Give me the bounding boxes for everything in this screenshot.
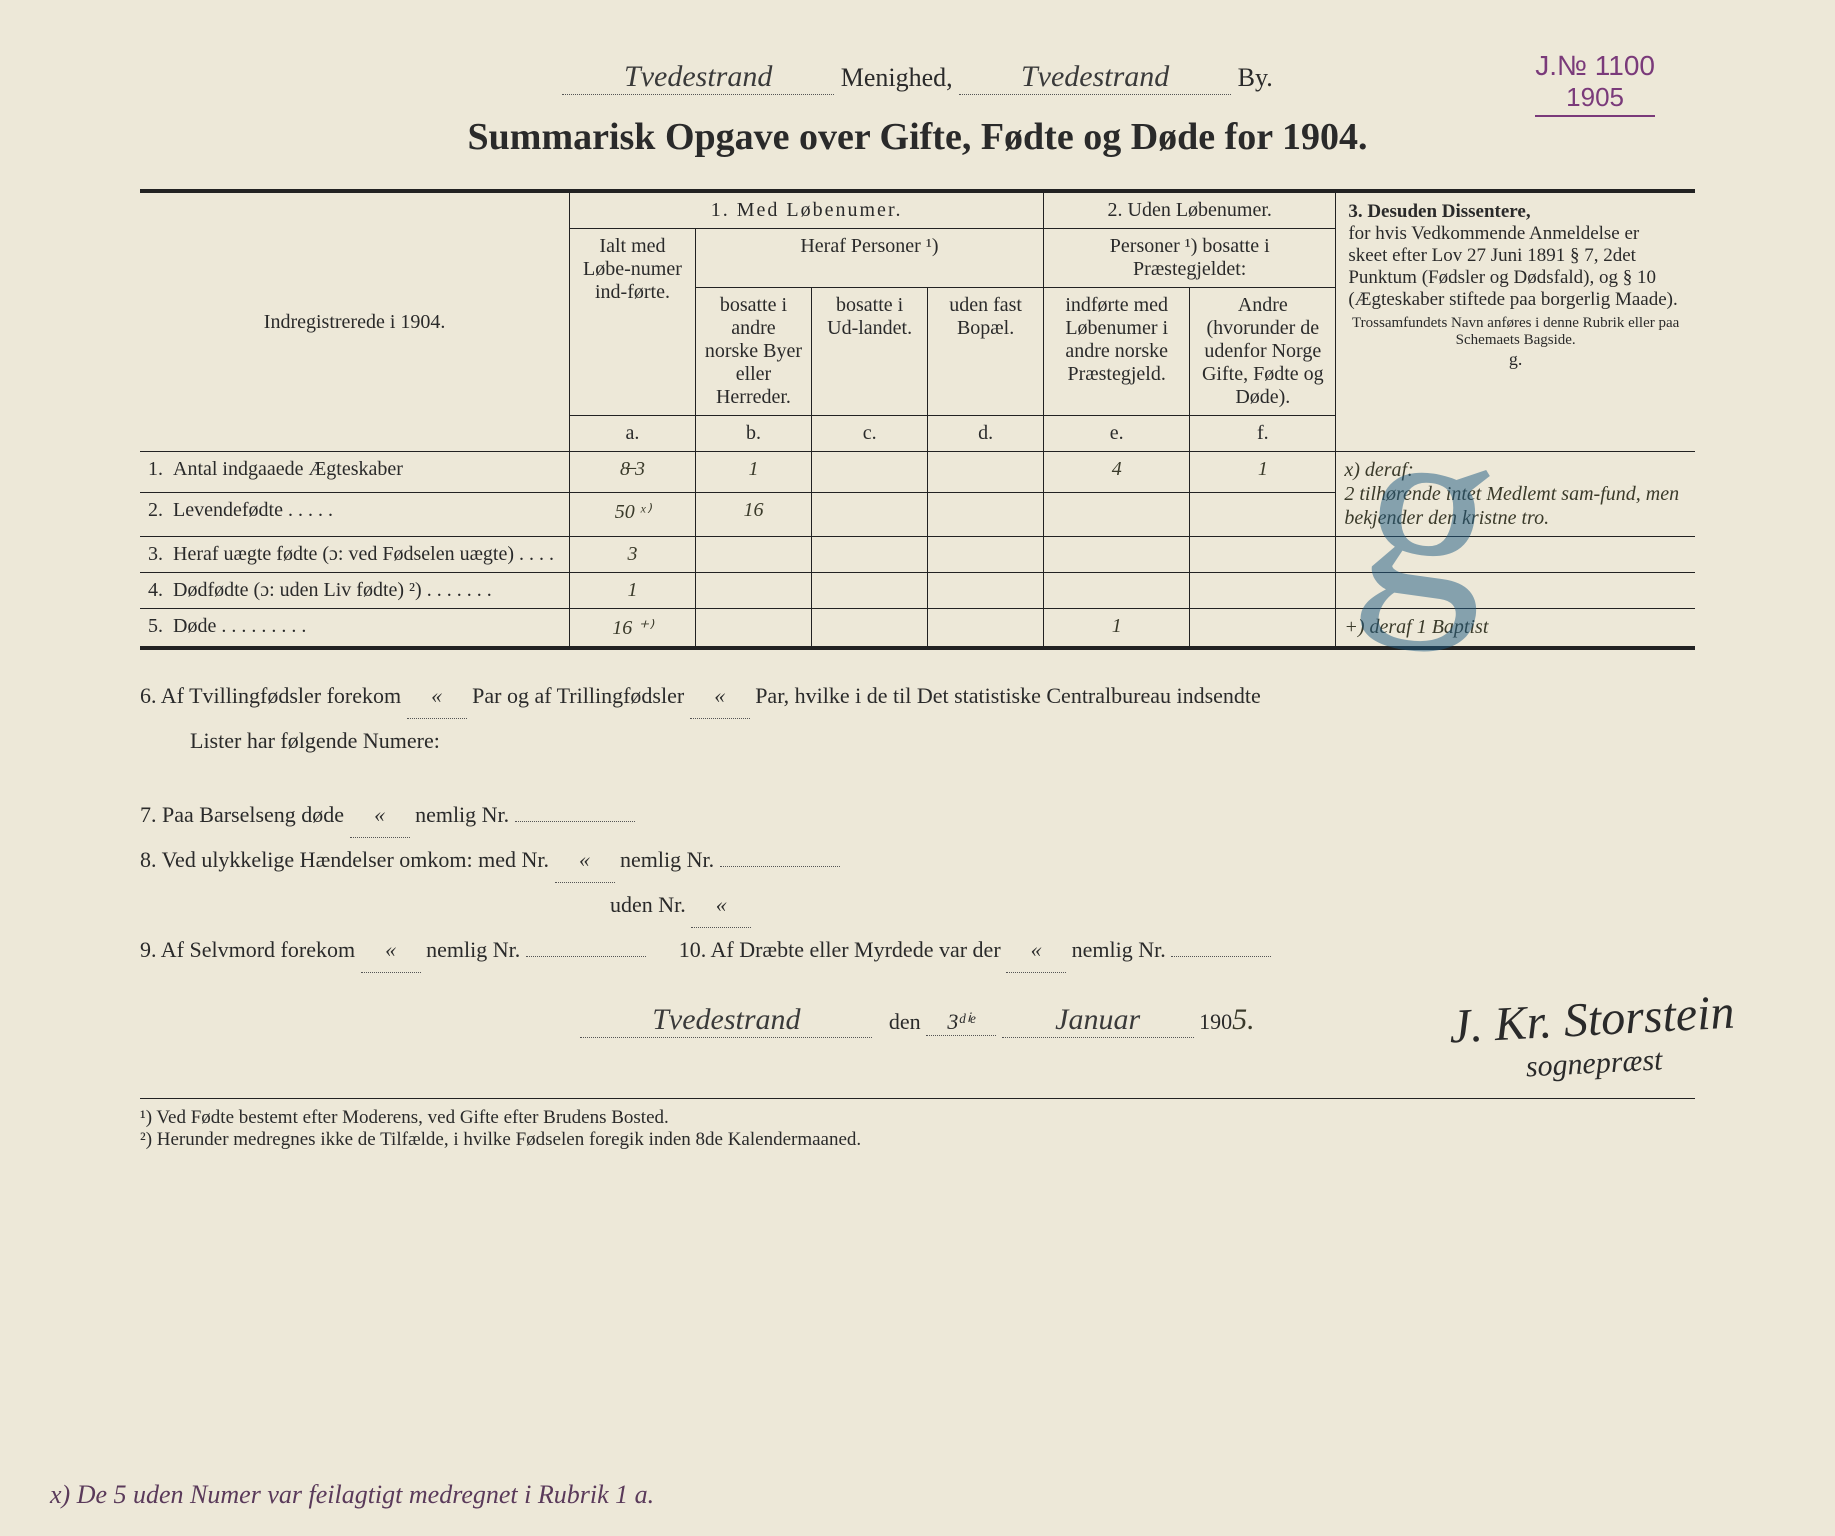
document-page: Tvedestrand Menighed, Tvedestrand By. J.… (0, 0, 1835, 1191)
col-b-header: bosatte i andre norske Byer eller Herred… (695, 288, 811, 416)
table-row: 3. Heraf uægte fødte (ɔ: ved Fødselen uæ… (140, 537, 1695, 573)
signature: J. Kr. Storstein sognepræst (1448, 985, 1738, 1089)
group1-header: 1. Med Løbenumer. (570, 191, 1044, 229)
header-line: Tvedestrand Menighed, Tvedestrand By. J.… (140, 60, 1695, 95)
page-title: Summarisk Opgave over Gifte, Fødte og Dø… (140, 115, 1695, 159)
stamp-year: 1905 (1535, 82, 1655, 113)
city-field: Tvedestrand (959, 60, 1231, 95)
col-e-header: indførte med Løbenumer i andre norske Pr… (1044, 288, 1190, 416)
dissenters-note-1: x) deraf: 2 tilhørende intet Medlemt sam… (1336, 452, 1695, 537)
stamp-jn: J.№ 1100 (1535, 50, 1655, 82)
footnotes: ¹) Ved Fødte bestemt efter Moderens, ved… (140, 1098, 1695, 1151)
table-row: 1. Antal indgaaede Ægteskaber 8̶ 3 1 4 1… (140, 452, 1695, 493)
registered-header: Indregistrerede i 1904. (140, 191, 570, 452)
table-row: 5. Døde . . . . . . . . . 16 ⁺⁾ 1 +) der… (140, 609, 1695, 649)
letter-a: a. (570, 416, 696, 452)
parish-label: Menighed, (841, 63, 953, 92)
col-c-header: bosatte i Ud-landet. (812, 288, 928, 416)
letter-b: b. (695, 416, 811, 452)
col-f-header: Andre (hvorunder de udenfor Norge Gifte,… (1190, 288, 1336, 416)
letter-f: f. (1190, 416, 1336, 452)
heraf-header: Heraf Personer ¹) (695, 229, 1043, 288)
letter-c: c. (812, 416, 928, 452)
group3-header: 3. Desuden Dissentere, for hvis Vedkomme… (1336, 191, 1695, 452)
margin-note: x) De 5 uden Numer var feilagtigt medreg… (50, 1480, 654, 1510)
main-table: Indregistrerede i 1904. 1. Med Løbenumer… (140, 189, 1695, 650)
table-row: 4. Dødfødte (ɔ: uden Liv fødte) ²) . . .… (140, 573, 1695, 609)
stamp: J.№ 1100 1905 (1535, 50, 1655, 117)
ialt-header: Ialt med Løbe-numer ind-førte. (570, 229, 696, 416)
group2-header: 2. Uden Løbenumer. (1044, 191, 1336, 229)
letter-e: e. (1044, 416, 1190, 452)
notes-section: 6. Af Tvillingfødsler forekom « Par og a… (140, 674, 1695, 973)
letter-d: d. (928, 416, 1044, 452)
personer2-header: Personer ¹) bosatte i Præstegjeldet: (1044, 229, 1336, 288)
city-label: By. (1238, 63, 1273, 92)
parish-field: Tvedestrand (562, 60, 834, 95)
col-d-header: uden fast Bopæl. (928, 288, 1044, 416)
